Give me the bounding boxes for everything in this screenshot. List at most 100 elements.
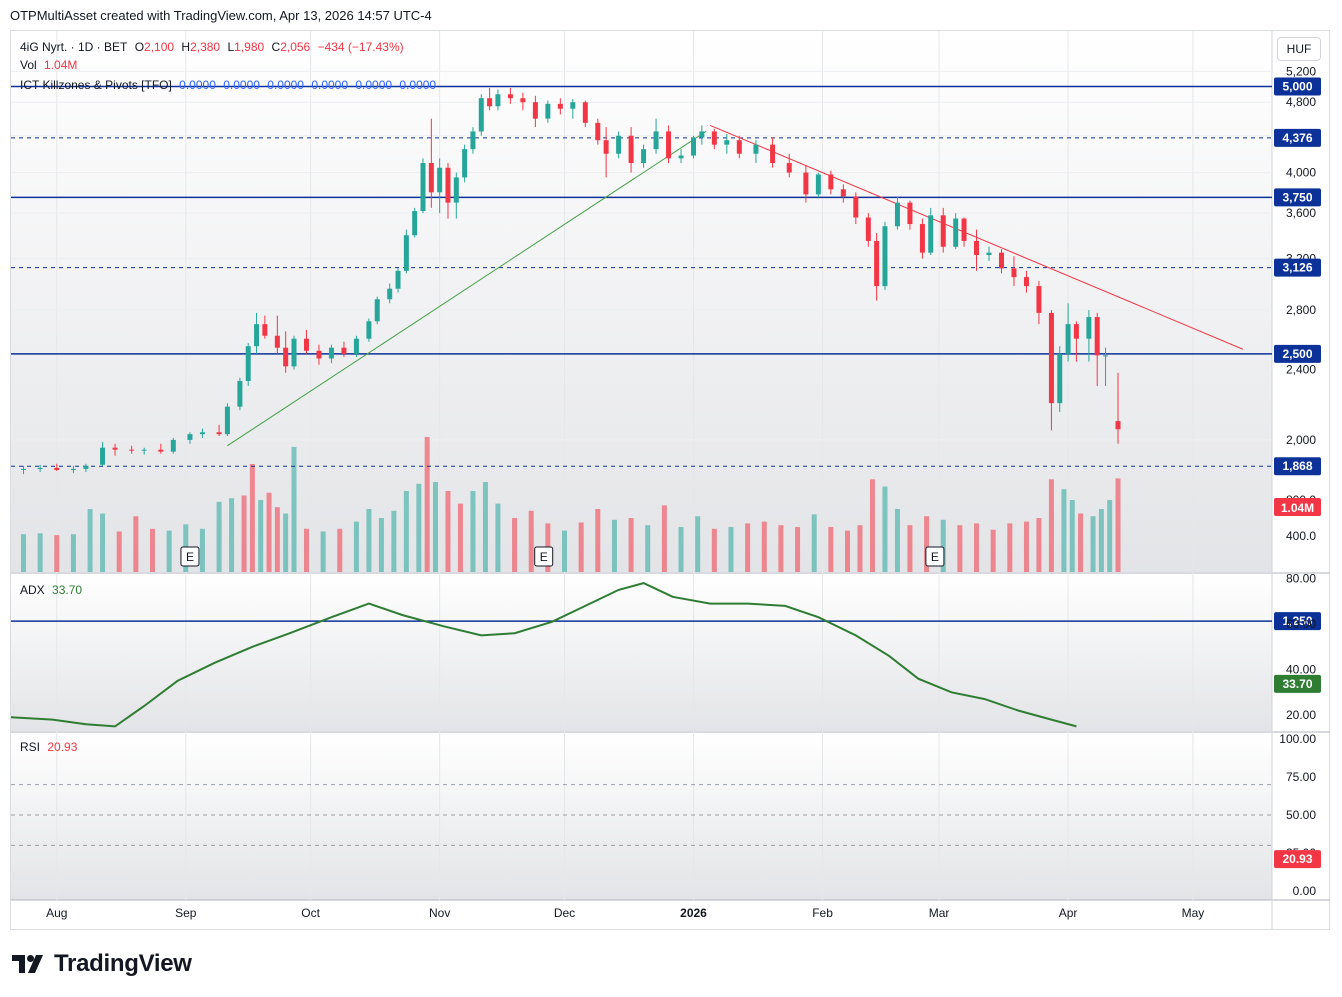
adx-line — [10, 582, 1077, 728]
volume-bar — [628, 518, 634, 572]
candle-body — [428, 163, 434, 193]
candle-body — [1048, 312, 1054, 404]
candle-body — [628, 135, 634, 164]
candle-body — [815, 174, 821, 195]
candle-body — [828, 174, 834, 190]
adx-label[interactable]: ADX — [20, 583, 45, 597]
candle-body — [641, 149, 647, 164]
candle-body — [141, 449, 147, 451]
volume-bar — [1078, 513, 1084, 572]
candle-body — [170, 439, 176, 452]
volume-last-label: 1.04M — [1281, 501, 1314, 515]
candle-body — [70, 468, 76, 470]
candle-body — [470, 131, 476, 150]
tradingview-logo[interactable]: TradingView — [12, 950, 192, 978]
volume-bar — [645, 525, 651, 572]
price-axis-label: 4,800 — [1286, 95, 1316, 109]
candle-body — [83, 465, 89, 469]
adx-axis-label: 60.00 — [1286, 617, 1316, 631]
rsi-last-label: 20.93 — [1282, 852, 1312, 866]
volume-bar — [353, 521, 359, 572]
legend-open-value: 2,100 — [144, 40, 175, 54]
rsi-label[interactable]: RSI — [20, 740, 41, 754]
candle-body — [216, 432, 222, 435]
candle-body — [928, 215, 934, 253]
volume-bar — [894, 509, 900, 572]
volume-bar — [1115, 478, 1121, 572]
volume-bar — [562, 530, 568, 572]
volume-bar — [70, 534, 76, 572]
time-axis-label: Sep — [175, 906, 197, 920]
legend-indicator-value: 0.0000 — [223, 78, 260, 92]
legend-symbol[interactable]: 4iG Nyrt. · 1D · BET — [20, 40, 128, 54]
candle-body — [666, 131, 672, 159]
rsi-pane-background — [11, 733, 1272, 900]
level-label: 5,000 — [1282, 79, 1312, 93]
candle-body — [1103, 355, 1109, 357]
volume-bar — [20, 534, 26, 572]
volume-bar — [378, 518, 384, 572]
candle-body — [316, 350, 322, 359]
candle-body — [245, 346, 251, 381]
rsi-value: 20.93 — [47, 740, 78, 754]
rsi-axis-label: 75.00 — [1286, 770, 1316, 784]
candle-body — [462, 149, 468, 178]
legend-indicator-value: 0.0000 — [399, 78, 437, 92]
volume-bar — [470, 491, 476, 572]
adx-last-label: 33.70 — [1282, 677, 1312, 691]
legend-vol-value: 1.04M — [44, 58, 78, 72]
volume-bar — [258, 500, 264, 572]
volume-bar — [149, 528, 155, 572]
rsi-axis-label: 100.00 — [1279, 732, 1316, 746]
adx-value: 33.70 — [52, 583, 83, 597]
candle-body — [840, 189, 846, 197]
candle-body — [54, 467, 60, 470]
volume-bar — [391, 510, 397, 572]
earnings-marker — [925, 546, 945, 567]
earnings-marker — [534, 546, 554, 567]
candle-body — [570, 102, 576, 109]
volume-bar — [320, 531, 326, 572]
candle-body — [953, 218, 959, 247]
candle-body — [1057, 353, 1063, 404]
candle-body — [545, 103, 551, 119]
volume-bar — [283, 513, 289, 572]
price-axis-label: 5,200 — [1286, 64, 1316, 78]
adx-axis-label: 20.00 — [1286, 708, 1316, 722]
currency-button[interactable]: HUF — [1277, 37, 1321, 61]
volume-bar — [303, 528, 309, 572]
volume-bar — [1098, 509, 1104, 572]
candle-body — [1115, 421, 1121, 430]
candle-body — [653, 131, 659, 150]
volume-bar — [100, 513, 106, 572]
candle-body — [224, 406, 230, 435]
legend-high-label: H — [181, 40, 191, 54]
legend-indicator-row: ICT Killzones & Pivots [TFO] 0.0000 0.00… — [20, 78, 440, 92]
legend-ohlc-row: 4iG Nyrt. · 1D · BET O2,100 H2,380 L1,98… — [20, 40, 408, 54]
legend-open-label: O — [134, 40, 145, 54]
volume-bar — [857, 525, 863, 572]
candle-body — [366, 321, 372, 339]
volume-bar — [337, 528, 343, 572]
candle-body — [678, 155, 684, 159]
candle-body — [803, 172, 809, 195]
chart-frame[interactable] — [10, 30, 1330, 930]
candle-body — [1086, 317, 1092, 339]
candle-body — [403, 235, 409, 271]
candle-body — [998, 252, 1004, 269]
candle-body — [20, 468, 26, 470]
candle-body — [894, 202, 900, 227]
candle-body — [445, 167, 451, 203]
volume-bar — [416, 483, 422, 572]
legend-indicator-name[interactable]: ICT Killzones & Pivots [TFO] — [20, 78, 172, 92]
candle-body — [520, 98, 526, 103]
legend-vol-label[interactable]: Vol — [20, 58, 37, 72]
volume-bar — [133, 516, 139, 572]
volume-bar — [678, 527, 684, 572]
candle-body — [753, 144, 759, 154]
time-axis-label: May — [1182, 906, 1205, 920]
candle-body — [1011, 268, 1017, 278]
volume-bar — [869, 479, 875, 572]
rsi-axis-label: 0.00 — [1293, 884, 1317, 898]
